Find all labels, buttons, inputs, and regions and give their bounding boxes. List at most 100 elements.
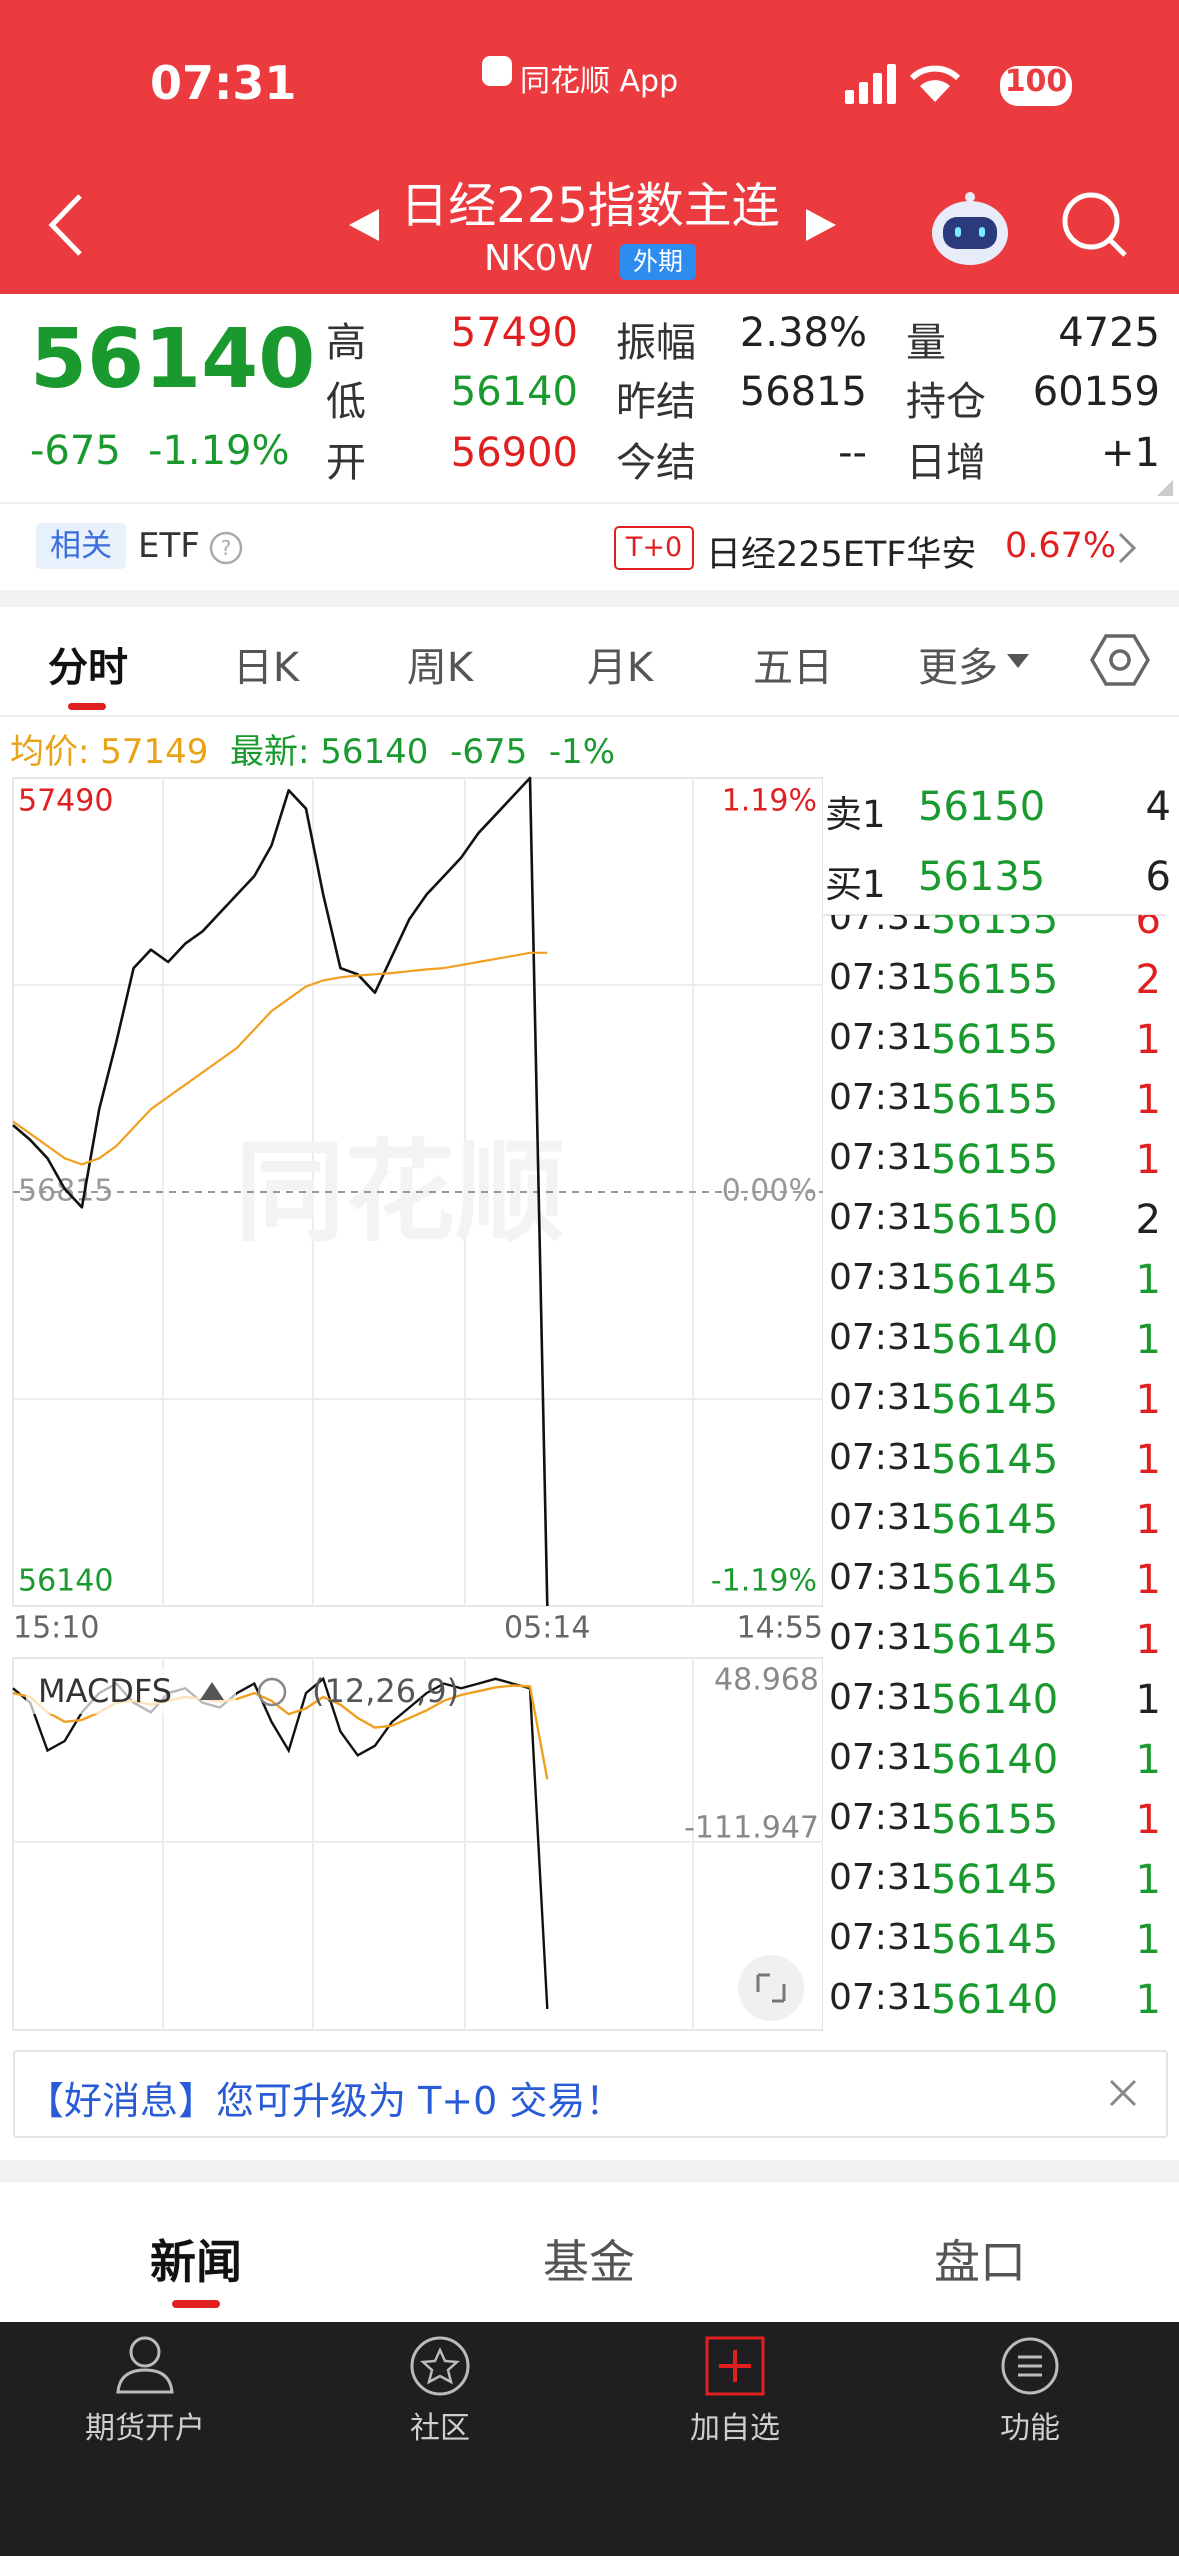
title: 日经225指数主连 xyxy=(400,178,780,234)
field-value: 57490 xyxy=(450,310,578,356)
trade-volume: 1 xyxy=(1135,1077,1161,1123)
promo-banner[interactable] xyxy=(13,2050,1168,2138)
latest-info: 最新: 56140 -675 -1% xyxy=(230,724,615,773)
trade-time: 07:31 xyxy=(829,1797,933,1838)
price-change-pct: -1.19% xyxy=(148,428,290,474)
news-tabs: 新闻 基金 盘口 xyxy=(0,2182,1179,2322)
field-label: 持仓 xyxy=(906,379,986,425)
field-value: 2.38% xyxy=(739,310,867,356)
order-book xyxy=(823,778,1166,916)
book-price: 56135 xyxy=(918,854,1046,900)
next-contract[interactable] xyxy=(800,205,840,245)
gap xyxy=(0,2160,1179,2182)
trade-price: 56145 xyxy=(931,1257,1059,1303)
trade-volume: 1 xyxy=(1135,1857,1161,1903)
nav-item[interactable]: 功能 xyxy=(1000,2411,1060,2446)
app-label: 同花顺 App xyxy=(520,64,679,99)
search-button[interactable] xyxy=(1055,185,1135,265)
trade-price: 56155 xyxy=(931,957,1059,1003)
trade-volume: 2 xyxy=(1135,1197,1161,1243)
macd-frame xyxy=(12,1657,823,2031)
trade-time: 07:31 xyxy=(829,1197,933,1238)
more-arrow[interactable] xyxy=(1005,652,1031,670)
market-badge: 外期 xyxy=(620,244,696,280)
trade-price: 56140 xyxy=(931,1317,1059,1363)
chart-tab[interactable]: 月K xyxy=(586,645,654,691)
trade-volume: 1 xyxy=(1135,1677,1161,1723)
macd-tick-label: -111.947 xyxy=(684,1810,819,1845)
macd-info-icon xyxy=(257,1677,287,1707)
assistant-icon[interactable] xyxy=(925,185,1015,275)
status-icons xyxy=(845,64,1072,106)
etf-badge: 相关 xyxy=(36,523,126,569)
trade-volume: 1 xyxy=(1135,1797,1161,1843)
book-label: 卖1 xyxy=(825,793,886,836)
trade-time: 07:31 xyxy=(829,1977,933,2018)
chart-tab[interactable]: 分时 xyxy=(48,645,128,691)
chart-tab[interactable]: 五日 xyxy=(753,645,833,691)
battery: 100 xyxy=(1004,64,1068,99)
trade-volume: 1 xyxy=(1135,1377,1161,1423)
help-icon[interactable]: ? xyxy=(208,530,244,566)
latest-value: 56140 xyxy=(320,732,429,772)
field-label: 高 xyxy=(326,320,366,366)
trade-time: 07:31 xyxy=(829,1257,933,1298)
field-label: 昨结 xyxy=(616,379,696,425)
book-volume: 6 xyxy=(1145,854,1171,900)
field-value: 4725 xyxy=(1058,310,1160,356)
trade-price: 56145 xyxy=(931,1377,1059,1423)
etf-label: ETF xyxy=(138,526,200,566)
back-button[interactable] xyxy=(40,190,100,260)
chart-tab[interactable]: 日K xyxy=(232,645,300,691)
x-tick-label: 14:55 xyxy=(737,1611,823,1646)
etf-name[interactable]: 日经225ETF华安 xyxy=(706,535,977,575)
news-tab[interactable]: 新闻 xyxy=(150,2235,242,2289)
trade-volume: 2 xyxy=(1135,957,1161,1003)
field-value: 56900 xyxy=(450,430,578,476)
trade-time: 07:31 xyxy=(829,1137,933,1178)
trade-price: 56140 xyxy=(931,1977,1059,2023)
price-change: -675 xyxy=(30,428,121,474)
chart-tab[interactable]: 更多 xyxy=(918,645,998,691)
tab-indicator xyxy=(68,703,106,710)
nav-item[interactable]: 期货开户 xyxy=(85,2411,205,2446)
trade-price: 56155 xyxy=(931,1797,1059,1843)
trade-volume: 1 xyxy=(1135,1137,1161,1183)
trade-time: 07:31 xyxy=(829,1317,933,1358)
trade-time: 07:31 xyxy=(829,1677,933,1718)
etf-chevron[interactable] xyxy=(1112,530,1142,566)
chart-tab[interactable]: 周K xyxy=(406,645,474,691)
corner-mark xyxy=(1157,480,1173,496)
settings-icon[interactable] xyxy=(1090,630,1150,690)
nav-item[interactable]: 社区 xyxy=(410,2411,470,2446)
trade-price: 56155 xyxy=(931,915,1059,943)
field-label: 量 xyxy=(906,320,946,366)
bottom-nav xyxy=(0,2322,1179,2556)
avg-price: 均价: 57149 xyxy=(10,724,208,773)
field-value: 56140 xyxy=(450,369,578,415)
trade-price: 56145 xyxy=(931,1617,1059,1663)
prev-contract[interactable] xyxy=(345,205,385,245)
macd-switch xyxy=(200,1682,224,1700)
news-tab[interactable]: 盘口 xyxy=(934,2235,1026,2289)
average-line xyxy=(12,951,548,1166)
etf-tag: T+0 xyxy=(614,526,694,570)
trade-price: 56145 xyxy=(931,1557,1059,1603)
y2-tick-label: 1.19% xyxy=(722,784,817,819)
book-price: 56150 xyxy=(918,784,1046,830)
y2-tick-label: 0.00% xyxy=(722,1174,817,1209)
trade-volume: 1 xyxy=(1135,1017,1161,1063)
macd-dif-line xyxy=(12,1676,549,2009)
field-label: 振幅 xyxy=(616,320,696,366)
nav-item[interactable]: 加自选 xyxy=(690,2411,780,2446)
expand-button[interactable] xyxy=(738,1955,804,2021)
close-banner[interactable] xyxy=(1105,2075,1141,2111)
trade-price: 56155 xyxy=(931,1137,1059,1183)
trade-price: 56145 xyxy=(931,1857,1059,1903)
trade-volume: 1 xyxy=(1135,1437,1161,1483)
nav-icons xyxy=(116,2336,1059,2396)
news-tab[interactable]: 基金 xyxy=(543,2235,635,2289)
x-tick-label: 05:14 xyxy=(504,1611,590,1646)
app-icon xyxy=(482,56,512,86)
svg-text:?: ? xyxy=(221,536,232,560)
